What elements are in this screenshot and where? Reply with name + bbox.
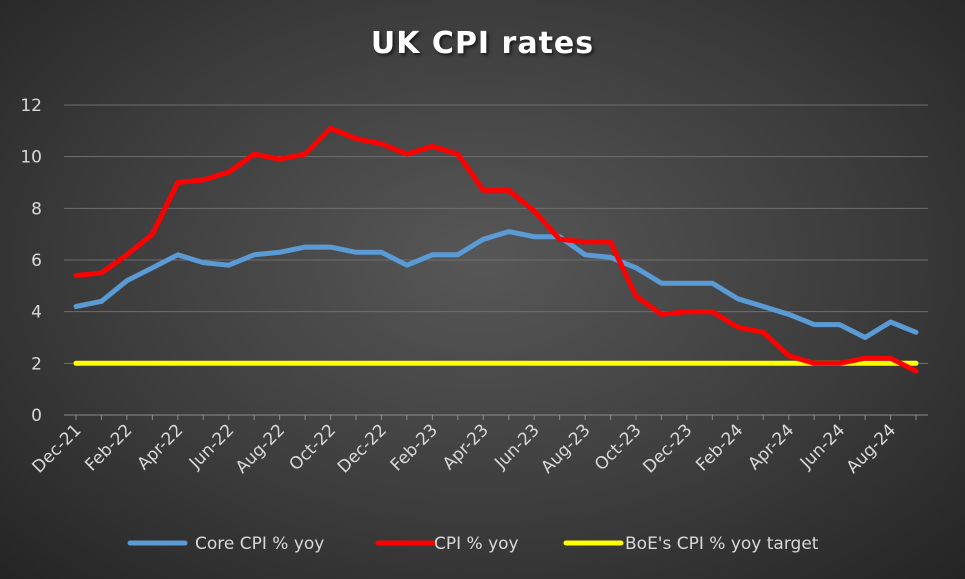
x-tick-label: Jun-23 bbox=[490, 420, 543, 473]
x-tick-label: Feb-22 bbox=[81, 420, 136, 475]
x-tick-label: Dec-22 bbox=[334, 420, 391, 477]
x-tick-label: Apr-22 bbox=[134, 420, 188, 474]
axes: 024681012Dec-21Feb-22Apr-22Jun-22Aug-22O… bbox=[20, 96, 917, 478]
series-lines bbox=[73, 125, 919, 374]
y-tick-label: 10 bbox=[20, 148, 42, 168]
x-tick-label: Aug-23 bbox=[537, 420, 594, 477]
x-tick-label: Feb-24 bbox=[692, 420, 747, 475]
x-tick-label: Dec-21 bbox=[28, 420, 85, 477]
legend-label: Core CPI % yoy bbox=[195, 534, 324, 554]
y-tick-label: 0 bbox=[31, 406, 42, 426]
y-tick-label: 8 bbox=[31, 199, 42, 219]
y-tick-label: 4 bbox=[31, 303, 42, 323]
x-tick-label: Jun-22 bbox=[185, 420, 238, 473]
x-tick-label: Aug-22 bbox=[232, 420, 289, 477]
y-tick-label: 12 bbox=[20, 96, 42, 116]
legend-label: BoE's CPI % yoy target bbox=[625, 534, 819, 554]
chart-title: UK CPI rates bbox=[370, 26, 595, 61]
series-line bbox=[73, 125, 919, 374]
legend: Core CPI % yoy CPI % yoy BoE's CPI % yoy t… bbox=[127, 534, 819, 554]
y-tick-label: 2 bbox=[31, 354, 42, 374]
x-tick-label: Aug-24 bbox=[843, 420, 900, 477]
x-tick-label: Apr-23 bbox=[439, 420, 493, 474]
legend-label: CPI % yoy bbox=[434, 534, 519, 554]
x-tick-label: Jun-24 bbox=[796, 420, 849, 473]
x-tick-label: Apr-24 bbox=[744, 420, 798, 474]
x-tick-label: Dec-23 bbox=[639, 420, 696, 477]
x-tick-label: Oct-22 bbox=[286, 420, 341, 475]
x-tick-label: Feb-23 bbox=[387, 420, 442, 475]
x-tick-label: Oct-23 bbox=[591, 420, 646, 475]
y-tick-label: 6 bbox=[31, 251, 42, 271]
series-line bbox=[73, 229, 919, 340]
